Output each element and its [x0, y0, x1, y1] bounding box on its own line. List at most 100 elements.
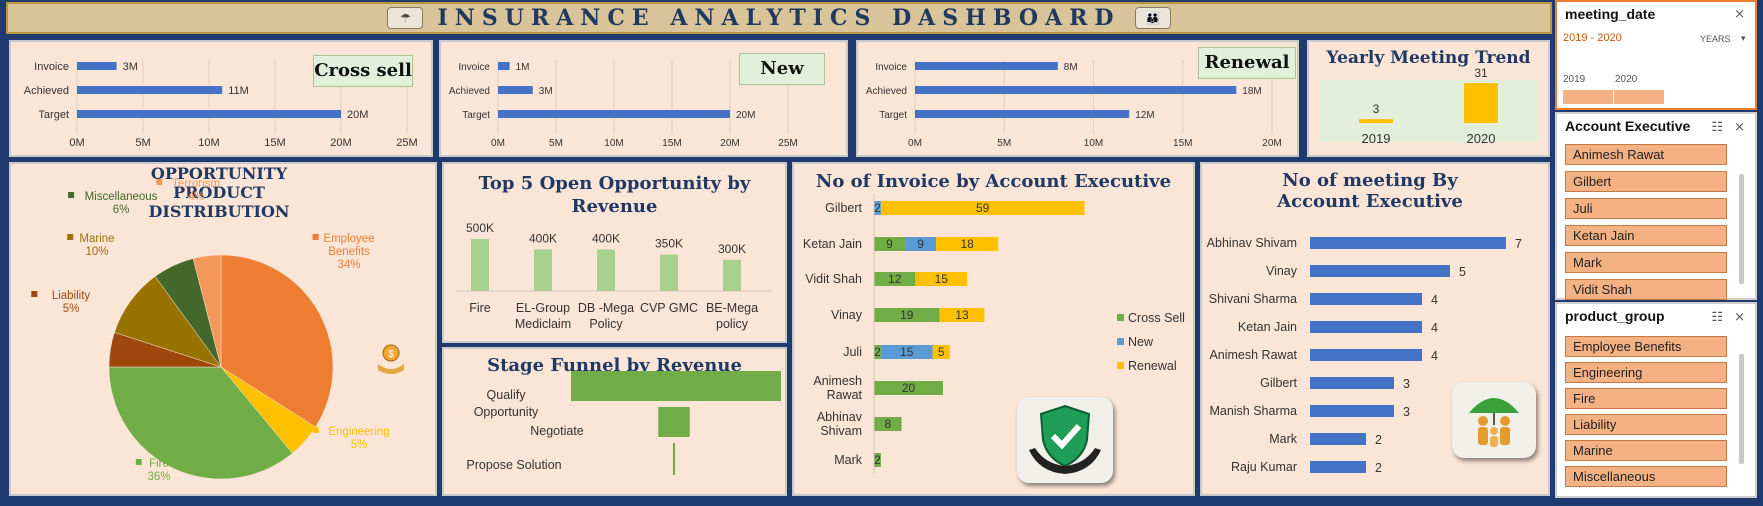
product-group-item[interactable]: Marine — [1565, 440, 1727, 461]
bar — [1310, 405, 1394, 417]
year-bar-2019[interactable] — [1563, 90, 1613, 104]
product-group-item[interactable]: Miscellaneous — [1565, 466, 1727, 487]
data-label: 300K — [718, 242, 746, 256]
bar — [77, 110, 341, 118]
legend-swatch — [312, 427, 319, 433]
x-tick-label: CVP GMC — [640, 301, 698, 315]
legend-swatch — [135, 459, 142, 465]
bar — [77, 86, 223, 94]
funnel-clear-icon[interactable]: ⨯ — [1734, 119, 1745, 134]
category-label: Animesh — [813, 374, 862, 388]
meeting-date-level[interactable]: YEARS — [1700, 34, 1731, 44]
data-label: 2 — [1375, 461, 1382, 475]
pie-slice — [192, 254, 222, 368]
bar — [915, 62, 1058, 70]
x-tick-label: DB -Mega — [578, 301, 634, 315]
category-label: Invoice — [34, 61, 69, 73]
bar — [498, 62, 510, 70]
x-tick-label: Policy — [589, 317, 623, 331]
product-group-item[interactable]: Employee Benefits — [1565, 336, 1727, 357]
x-tick-label: 25M — [396, 137, 417, 149]
bar — [1310, 349, 1422, 361]
cross-sell-panel: 0M 5M 10M 15M 20M 25M Invoice 3M Achieved 11M Targ… — [9, 40, 433, 157]
funnel-bar — [658, 407, 690, 437]
bar-segment — [874, 381, 943, 395]
account-executive-item[interactable]: Ketan Jain — [1565, 225, 1727, 246]
new-panel: 0M 5M 10M 15M 20M 25M Invoice 1M Achieved 3M Targe… — [439, 40, 848, 157]
legend-swatch — [31, 291, 38, 297]
category-label: Shivani Sharma — [1209, 292, 1297, 306]
category-label: Gilbert — [825, 201, 862, 215]
multi-select-icon[interactable]: ☷ — [1711, 119, 1723, 134]
shield-check-icon — [1017, 397, 1113, 483]
data-label: 8M — [1064, 62, 1078, 73]
dashboard-title: INSURANCE ANALYTICS DASHBOARD — [437, 5, 1121, 31]
x-tick-label: 10M — [1084, 138, 1103, 149]
category-label: Vidit Shah — [805, 272, 862, 286]
bar — [1310, 265, 1450, 277]
data-label: 11M — [228, 85, 249, 97]
meetings-by-exec-title: No of meeting By Account Executive — [1277, 170, 1463, 212]
stage-funnel-panel: Stage Funnel by Revenue Qualify Opportuni… — [442, 347, 787, 496]
data-label: 18M — [1242, 86, 1261, 97]
funnel-clear-icon[interactable]: ⨯ — [1734, 6, 1745, 21]
renewal-panel: 0M 5M 10M 15M 20M Invoice 8M Achieved 18M Target 1… — [856, 40, 1299, 157]
data-label: 3M — [123, 61, 138, 73]
category-label: Abhinav Shivam — [1207, 236, 1297, 250]
yearly-meeting-panel: Yearly Meeting Trend 3 2019 31 2020 — [1307, 40, 1550, 157]
x-tick-label: 0M — [69, 137, 84, 149]
data-label: 20M — [347, 109, 368, 121]
data-label: 15 — [900, 345, 914, 359]
x-tick-label: 5M — [135, 137, 150, 149]
year-bar-2020[interactable] — [1614, 90, 1664, 104]
data-label: 12 — [888, 272, 902, 286]
bar — [534, 249, 552, 291]
bar — [498, 110, 730, 118]
legend-label: New — [1128, 335, 1154, 349]
account-executive-item[interactable]: Vidit Shah — [1565, 279, 1727, 300]
legend-swatch — [67, 234, 74, 240]
account-executive-item[interactable]: Gilbert — [1565, 171, 1727, 192]
invoice-by-exec-chart: Gilbert 2 59 Ketan Jain 9 9 18 Vidit Shah 12 15 Vi… — [803, 194, 1185, 474]
data-label: 13 — [955, 308, 969, 322]
data-label: 15 — [935, 272, 949, 286]
product-group-slicer[interactable]: product_group ☷ ⨯ Employee Benefits Engin… — [1555, 302, 1757, 498]
meetings-by-exec-chart: Abhinav Shivam 7 Vinay 5 Shivani Sharma 4 Keta… — [1207, 236, 1522, 475]
bar-segment — [932, 345, 950, 359]
category-label: Ketan Jain — [1238, 320, 1297, 334]
chevron-down-icon[interactable]: ▾ — [1741, 33, 1746, 43]
data-label: 59 — [976, 201, 990, 215]
x-tick-label: 0M — [491, 138, 505, 149]
data-label: 3M — [539, 86, 553, 97]
account-executive-item[interactable]: Mark — [1565, 252, 1727, 273]
product-group-item[interactable]: Liability — [1565, 414, 1727, 435]
legend-swatch — [1117, 362, 1124, 369]
product-group-title: product_group — [1565, 308, 1665, 324]
category-label: Rawat — [827, 388, 863, 402]
category-label: Manish Sharma — [1209, 404, 1297, 418]
x-tick-label: 10M — [198, 137, 219, 149]
product-group-item[interactable]: Engineering — [1565, 362, 1727, 383]
bar — [1310, 377, 1394, 389]
bar-segment — [874, 345, 881, 359]
opportunity-distribution-title: OPPORTUNITY PRODUCT DISTRIBUTION — [148, 164, 290, 221]
yearly-meeting-title: Yearly Meeting Trend — [1326, 48, 1531, 68]
bar — [471, 239, 489, 291]
multi-select-icon[interactable]: ☷ — [1711, 309, 1723, 324]
product-group-item[interactable]: Fire — [1565, 388, 1727, 409]
funnel-clear-icon[interactable]: ⨯ — [1734, 309, 1745, 324]
scrollbar[interactable] — [1739, 354, 1744, 464]
top5-opportunity-chart: 500K Fire 400K EL-Group Mediclaim 400K DB -Meg… — [456, 221, 772, 331]
new-label: New — [739, 53, 825, 85]
account-executive-item[interactable]: Animesh Rawat — [1565, 144, 1727, 165]
scrollbar[interactable] — [1739, 174, 1744, 284]
account-executive-slicer[interactable]: Account Executive ☷ ⨯ Animesh Rawat Gilbe… — [1555, 112, 1757, 300]
meeting-date-slicer[interactable]: meeting_date ⨯ 2019 - 2020 YEARS ▾ 2019 … — [1555, 0, 1757, 110]
umbrella-icon: ☂ — [387, 7, 424, 29]
account-executive-item[interactable]: Juli — [1565, 198, 1727, 219]
top5-opportunity-title: Top 5 Open Opportunity by Revenue — [478, 173, 751, 217]
legend-swatch — [68, 192, 75, 198]
slice-percent: 4% — [188, 191, 205, 203]
x-tick-label: 15M — [662, 138, 681, 149]
slice-label: Employee — [323, 233, 374, 245]
